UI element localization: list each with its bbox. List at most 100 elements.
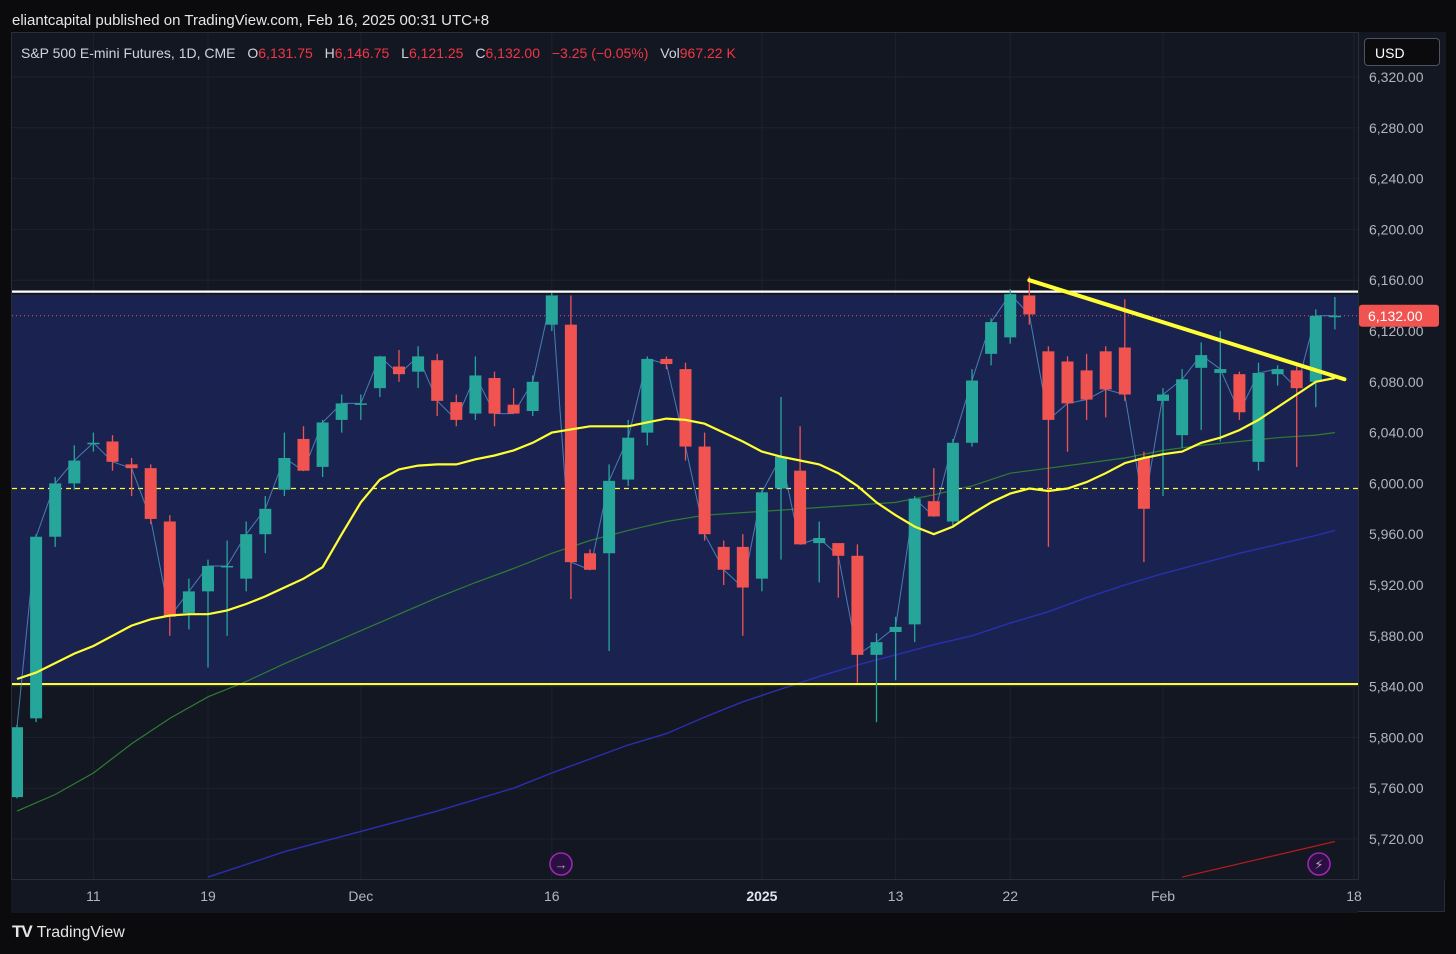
tradingview-logo-icon: TV [12, 922, 33, 941]
close-label: C [475, 45, 486, 61]
published-info: eliantcapital published on TradingView.c… [12, 12, 490, 29]
candle-body [755, 492, 768, 579]
range-zone [12, 294, 1358, 685]
candle-body [641, 358, 654, 433]
candle-body [794, 470, 807, 545]
candle-body [87, 442, 100, 445]
candle-body [240, 534, 253, 579]
close-value: 6,132.00 [485, 45, 540, 61]
descending-trendline [1027, 278, 1347, 382]
candle-body [106, 441, 119, 462]
dividend-arrow-icon-glyph: → [555, 857, 568, 872]
candle-body [1118, 347, 1131, 395]
candle-body [412, 356, 425, 372]
candle-body [1004, 294, 1017, 338]
candle-body [1233, 374, 1246, 413]
candle-body [851, 555, 864, 655]
high-value: 6,146.75 [334, 45, 390, 61]
low-value: 6,121.25 [408, 45, 464, 61]
brand-name: TradingView [36, 924, 125, 941]
candle-body [717, 546, 730, 570]
price-axis[interactable] [1358, 32, 1446, 880]
change-value: −3.25 (−0.05%) [551, 45, 649, 61]
open-label: O [247, 45, 259, 61]
candle-body [1309, 315, 1322, 382]
candle-body [526, 381, 539, 412]
candle-body [698, 446, 711, 535]
candle-body [966, 380, 978, 443]
candle-body [1157, 394, 1169, 401]
candle-body [335, 403, 348, 420]
candle-body [813, 538, 826, 544]
candle-body [393, 366, 405, 375]
dividend-arrow-icon[interactable]: → [549, 852, 573, 876]
candle-body [1080, 370, 1093, 400]
plot-area [12, 33, 1358, 879]
candle-body [182, 591, 195, 613]
candle-body [775, 456, 787, 489]
candle-body [431, 360, 444, 401]
currency-selector-button[interactable]: USD [1364, 38, 1440, 66]
volume-value: 967.22 K [679, 45, 736, 61]
candle-body [1290, 370, 1303, 389]
high-label: H [324, 45, 335, 61]
candle-body [488, 377, 501, 414]
candle-body [68, 460, 81, 484]
candle-body [832, 543, 845, 556]
volume-label: Vol [660, 45, 680, 61]
ma-yellow-line [16, 376, 1336, 681]
candle-body [1137, 458, 1150, 509]
time-axis[interactable] [11, 879, 1358, 913]
close-price-line [16, 293, 1335, 728]
candle-body [450, 402, 463, 420]
candle-body [1176, 379, 1189, 436]
low-label: L [401, 45, 409, 61]
candle-body [1099, 351, 1112, 390]
candle-body [927, 501, 940, 517]
candle-body [163, 521, 176, 617]
candle-body [564, 324, 577, 563]
candle-body [144, 468, 157, 519]
candle-body [1061, 361, 1074, 404]
earnings-lightning-icon-ring [1307, 852, 1331, 876]
candle-body [12, 727, 23, 798]
candle-body [1023, 295, 1036, 315]
candle-body [278, 458, 291, 490]
candle-body [259, 508, 272, 535]
candle-body [469, 375, 482, 414]
candle-body [354, 403, 367, 405]
candle-body [507, 404, 520, 414]
tradingview-branding[interactable]: TV TradingView [12, 922, 125, 942]
earnings-lightning-icon[interactable]: ⚡ [1307, 852, 1331, 876]
candle-body [908, 498, 921, 625]
candle-body [1214, 369, 1227, 373]
candle-body [125, 464, 138, 469]
candle-body [30, 536, 43, 719]
earnings-lightning-icon-glyph: ⚡ [1314, 857, 1323, 872]
candle-body [736, 546, 749, 588]
candle-body [622, 437, 635, 480]
candle-body [545, 295, 558, 325]
ma-red-line [1181, 840, 1336, 878]
candle-body [889, 626, 902, 632]
candle-body [1195, 355, 1208, 368]
candle-body [946, 442, 959, 522]
candle-body [49, 483, 62, 537]
candle-body [1271, 369, 1284, 375]
open-value: 6,131.75 [258, 45, 313, 61]
candle-body [679, 369, 692, 447]
candle-body [1328, 315, 1341, 318]
candle-body [660, 358, 673, 365]
candle-body [202, 565, 214, 592]
dividend-arrow-icon-ring [549, 852, 573, 876]
candle-body [297, 438, 310, 471]
ohlc-legend: S&P 500 E-mini Futures, 1D, CME O6,131.7… [21, 45, 736, 61]
candle-body [1042, 351, 1055, 420]
candle-body [985, 322, 998, 354]
candle-body [603, 480, 616, 554]
candle-body [221, 565, 234, 568]
candle-body [316, 422, 329, 467]
symbol-name[interactable]: S&P 500 E-mini Futures, 1D, CME [21, 45, 236, 61]
candle-body [1252, 372, 1265, 462]
